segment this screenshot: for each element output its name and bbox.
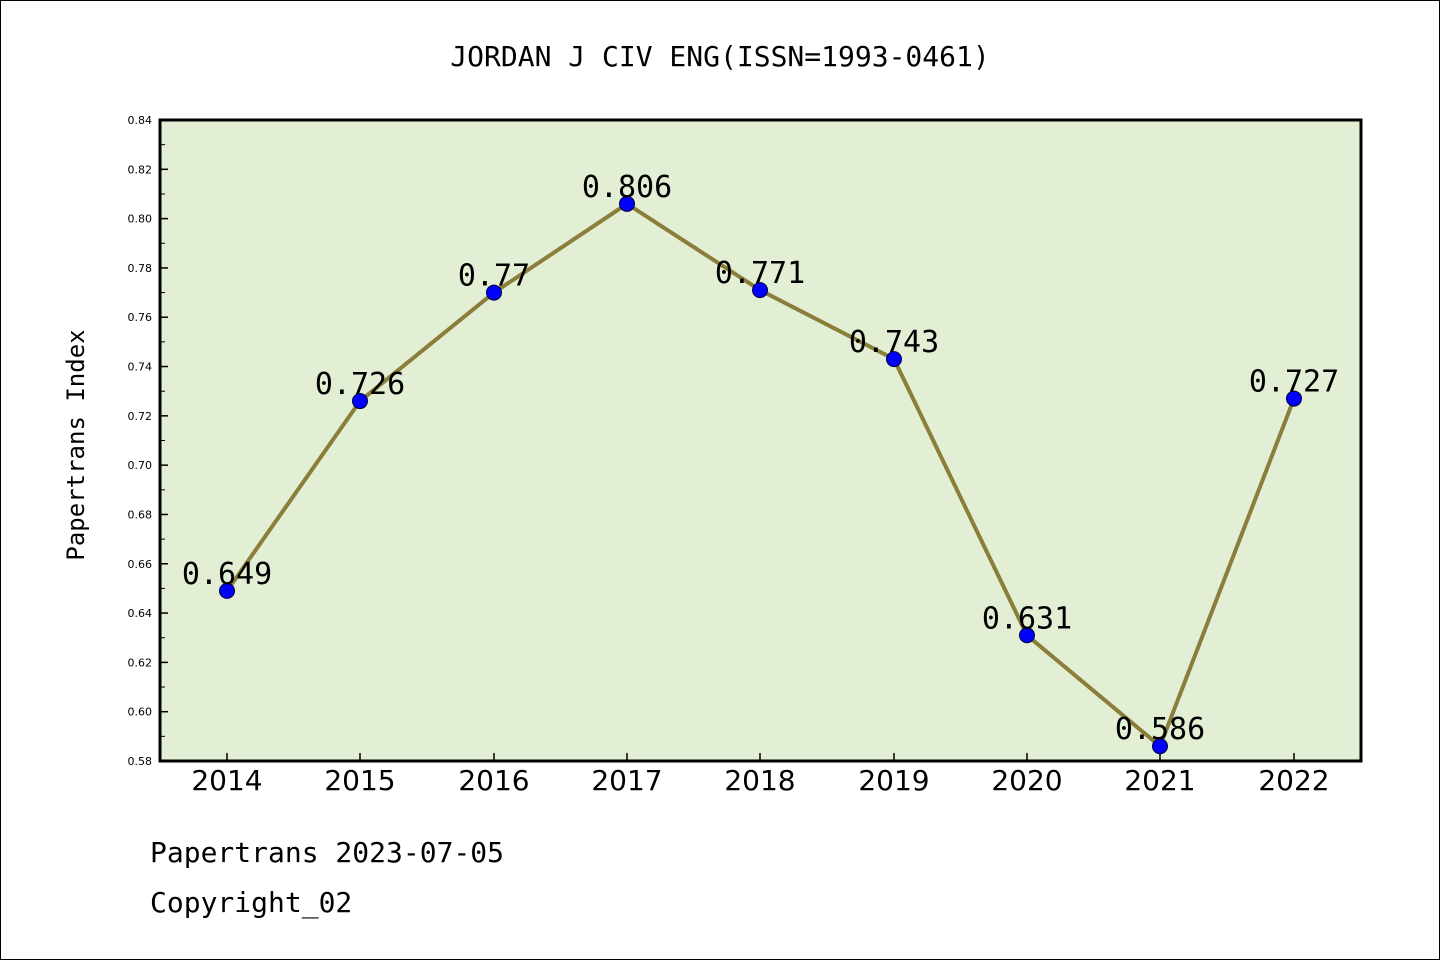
y-tick-label: 0.66 (128, 558, 153, 571)
chart-title: JORDAN J CIV ENG(ISSN=1993-0461) (450, 40, 989, 73)
series-line-group: 0.649 0.726 0.77 0.806 0.771 0.743 0.631 0.586 0… (182, 170, 1339, 755)
y-tick-label: 0.84 (128, 114, 153, 127)
data-label: 0.586 (1115, 712, 1205, 747)
x-tick-label: 2014 (191, 764, 262, 797)
plot-area (158, 118, 1363, 763)
data-label: 0.727 (1249, 365, 1339, 400)
data-point (752, 282, 768, 299)
x-tick-label: 2016 (458, 764, 529, 797)
y-tick-label: 0.64 (128, 607, 153, 620)
x-axis: 2014 2015 2016 2017 2018 2019 2020 2021 2022 (191, 753, 1330, 797)
x-tick-label: 2021 (1124, 764, 1195, 797)
data-label: 0.649 (182, 557, 272, 592)
y-tick-label: 0.60 (128, 706, 153, 719)
y-tick-label: 0.80 (128, 213, 153, 226)
data-label: 0.806 (582, 170, 672, 205)
source-caption: Papertrans 2023-07-05 (150, 836, 505, 869)
data-label: 0.631 (982, 601, 1072, 636)
y-axis: 0.58 0.60 0.62 0.64 0.66 0.68 0.70 0.72 0.74 0.76… (128, 114, 168, 768)
x-tick-label: 2017 (591, 764, 662, 797)
data-label: 0.77 (458, 259, 530, 294)
y-axis-label: Papertrans Index (62, 329, 90, 560)
x-tick-label: 2015 (324, 764, 395, 797)
y-tick-label: 0.70 (128, 459, 153, 472)
y-tick-label: 0.82 (128, 163, 153, 176)
data-point (886, 351, 902, 368)
y-tick-label: 0.76 (128, 311, 153, 324)
data-point (1152, 738, 1168, 755)
y-tick-label: 0.74 (128, 361, 153, 374)
copyright-caption: Copyright_02 (150, 886, 353, 919)
x-tick-label: 2019 (858, 764, 929, 797)
y-tick-label: 0.58 (128, 755, 153, 768)
data-label: 0.771 (715, 256, 805, 291)
data-point (619, 195, 635, 212)
data-label: 0.743 (849, 325, 939, 360)
y-tick-label: 0.72 (128, 410, 153, 423)
data-point (1019, 627, 1035, 644)
x-tick-label: 2018 (724, 764, 795, 797)
x-tick-label: 2020 (991, 764, 1062, 797)
y-tick-label: 0.62 (128, 656, 153, 669)
y-tick-label: 0.78 (128, 262, 153, 275)
data-point (352, 393, 368, 410)
data-point (219, 582, 235, 599)
x-tick-label: 2022 (1258, 764, 1329, 797)
data-label: 0.726 (315, 367, 405, 402)
data-point (486, 284, 502, 301)
y-tick-label: 0.68 (128, 508, 153, 521)
data-point (1286, 390, 1302, 407)
